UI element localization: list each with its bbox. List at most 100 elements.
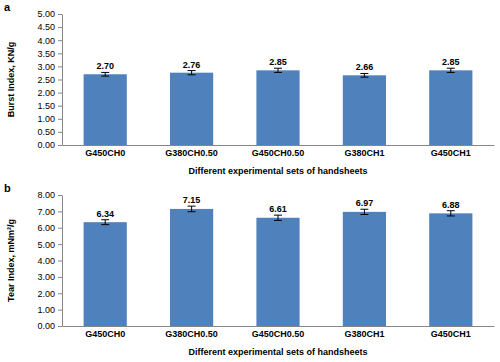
error-bar-line xyxy=(274,220,282,221)
error-bar-line xyxy=(274,68,282,69)
y-tick-mark xyxy=(58,145,62,146)
error-bar-line xyxy=(360,73,368,74)
y-tick-mark xyxy=(58,80,62,81)
y-tick-mark xyxy=(58,293,62,294)
data-labels: 2.702.762.852.662.85 xyxy=(96,57,459,72)
y-tick-mark xyxy=(58,261,62,262)
y-tick: 0.00 xyxy=(37,140,62,150)
panel-label: a xyxy=(4,1,11,13)
y-tick-mark xyxy=(58,40,62,41)
x-tick-label: G380CH0.50 xyxy=(165,329,218,339)
plot-area xyxy=(84,206,473,326)
error-bar xyxy=(101,220,109,225)
error-bar-line xyxy=(360,214,368,215)
error-bar-line xyxy=(447,210,455,211)
x-tick: G450CH0.50 xyxy=(252,145,305,158)
bar xyxy=(84,74,127,145)
data-label: 2.85 xyxy=(442,57,460,67)
x-tick: G450CH0 xyxy=(85,326,125,339)
data-label: 6.61 xyxy=(269,204,287,214)
x-tick: G380CH1 xyxy=(344,326,384,339)
figure: 0.000.501.001.502.002.503.003.504.004.50… xyxy=(0,0,500,362)
y-tick-mark xyxy=(58,119,62,120)
y-tick-label: 0.50 xyxy=(37,127,55,137)
y-tick: 4.50 xyxy=(37,22,62,32)
error-bar xyxy=(188,206,196,212)
y-tick: 3.00 xyxy=(37,62,62,72)
error-bar-line xyxy=(188,70,196,71)
error-bar-line xyxy=(447,72,455,73)
x-axis-title: Different experimental sets of handsheet… xyxy=(188,347,367,357)
bar xyxy=(429,213,472,326)
error-bar xyxy=(101,72,109,76)
x-tick-label: G380CH1 xyxy=(344,329,384,339)
y-tick-label: 3.00 xyxy=(37,62,55,72)
y-tick-label: 3.00 xyxy=(37,272,55,282)
bar xyxy=(343,212,386,326)
error-bar-line xyxy=(278,68,279,72)
y-tick-label: 1.00 xyxy=(37,305,55,315)
y-tick-mark xyxy=(58,310,62,311)
error-bar-line xyxy=(191,206,192,212)
y-tick: 1.50 xyxy=(37,101,62,111)
error-bar-line xyxy=(188,206,196,207)
y-tick-label: 8.00 xyxy=(37,190,55,200)
y-tick: 7.00 xyxy=(37,207,62,217)
bar xyxy=(343,75,386,145)
y-tick: 6.00 xyxy=(37,223,62,233)
y-tick-label: 4.50 xyxy=(37,22,55,32)
x-tick-label: G450CH0.50 xyxy=(252,329,305,339)
y-tick-mark xyxy=(58,106,62,107)
x-tick: G380CH0.50 xyxy=(165,326,218,339)
y-tick-mark xyxy=(58,228,62,229)
x-tick: G450CH0.50 xyxy=(252,326,305,339)
y-tick-mark xyxy=(58,66,62,67)
y-axis-title: Tear Index, mNm²/g xyxy=(6,219,16,302)
x-tick-label: G380CH0.50 xyxy=(165,148,218,158)
x-tick: G450CH1 xyxy=(431,326,471,339)
y-tick: 3.50 xyxy=(37,49,62,59)
data-label: 2.76 xyxy=(183,60,201,70)
x-axis: G450CH0 G380CH0.50 G450CH0.50 G380CH1 G450CH… xyxy=(63,326,495,339)
error-bar xyxy=(360,209,368,214)
y-tick-mark xyxy=(58,27,62,28)
error-bar-line xyxy=(278,215,279,220)
data-label: 2.85 xyxy=(269,57,287,67)
y-tick-label: 5.00 xyxy=(37,240,55,250)
y-tick: 4.00 xyxy=(37,256,62,266)
y-tick: 1.00 xyxy=(37,305,62,315)
y-tick: 2.00 xyxy=(37,289,62,299)
y-tick: 4.00 xyxy=(37,36,62,46)
y-tick-label: 1.00 xyxy=(37,114,55,124)
error-bar-line xyxy=(364,73,365,77)
error-bar-line xyxy=(105,220,106,225)
x-axis-line xyxy=(63,145,495,146)
error-bar xyxy=(274,215,282,220)
y-tick-mark xyxy=(58,132,62,133)
x-tick-label: G450CH0 xyxy=(85,329,125,339)
error-bar-line xyxy=(188,74,196,75)
y-axis-line xyxy=(62,196,63,327)
bar xyxy=(170,73,213,145)
error-bar-line xyxy=(450,68,451,72)
error-bar-line xyxy=(101,76,109,77)
y-tick-label: 2.00 xyxy=(37,88,55,98)
data-label: 6.88 xyxy=(442,200,460,210)
y-tick: 5.00 xyxy=(37,9,62,19)
data-label: 2.70 xyxy=(96,61,114,71)
x-axis-line xyxy=(63,326,495,327)
y-tick-mark xyxy=(58,211,62,212)
y-tick-label: 3.50 xyxy=(37,49,55,59)
y-tick-label: 4.00 xyxy=(37,36,55,46)
error-bar-line xyxy=(447,215,455,216)
bar xyxy=(256,218,299,326)
data-labels: 6.347.156.616.976.88 xyxy=(96,195,459,219)
y-tick: 0.00 xyxy=(37,321,62,331)
y-tick-label: 6.00 xyxy=(37,223,55,233)
x-tick: G380CH1 xyxy=(344,145,384,158)
error-bar-line xyxy=(101,219,109,220)
error-bar-line xyxy=(105,72,106,76)
panel-label: b xyxy=(4,182,11,194)
bar xyxy=(429,70,472,145)
y-axis-line xyxy=(62,15,63,146)
